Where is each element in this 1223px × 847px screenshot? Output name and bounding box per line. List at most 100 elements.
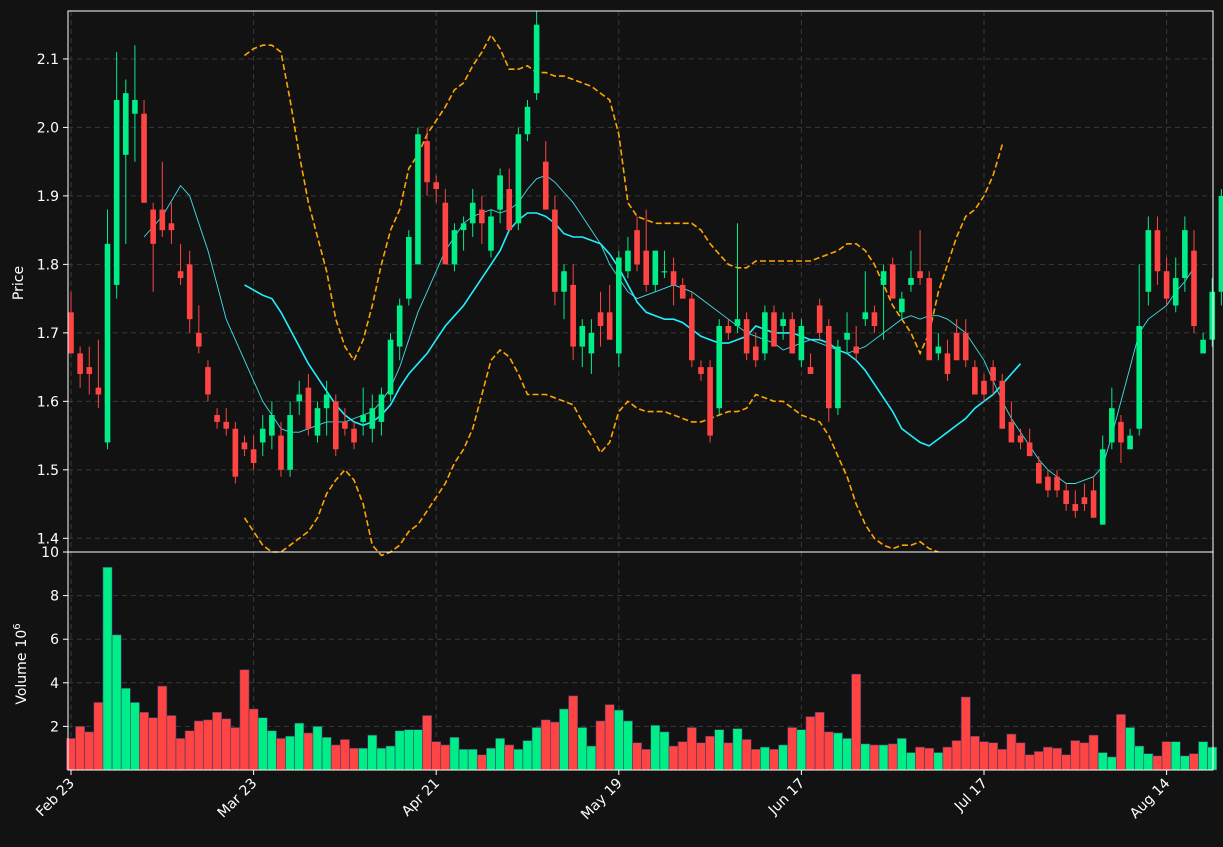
price-y-ticks: 1.4 1.5 1.6 1.7 1.8 1.9 2.0 2.1	[37, 52, 68, 547]
volume-bar	[951, 740, 962, 771]
volume-panel-frame	[67, 551, 1214, 771]
candle-body	[625, 250, 631, 272]
volume-bar	[1134, 745, 1145, 771]
candle-body	[588, 332, 595, 354]
candle-body	[515, 134, 522, 224]
candle-body	[807, 367, 814, 374]
candle-body	[844, 332, 850, 340]
candle-body	[981, 380, 987, 395]
candle-body	[579, 326, 586, 347]
volume-bar	[979, 741, 989, 771]
candle-body	[214, 415, 220, 422]
candle-body	[1127, 435, 1133, 450]
x-ticks: Feb 23 Mar 23 Apr 21 May 19 Jun 17 Jul 17 Aug …	[33, 770, 1173, 823]
candle-body	[944, 353, 951, 374]
volume-bar	[476, 754, 487, 771]
candle-body	[469, 202, 476, 224]
volume-bar	[705, 735, 715, 771]
candle-body	[1090, 490, 1097, 518]
volume-bar	[613, 709, 624, 771]
volume-bar	[604, 704, 615, 771]
candle-body	[1008, 421, 1015, 443]
volume-bar	[568, 695, 579, 771]
volume-bar	[212, 711, 222, 771]
volume-bar	[1070, 740, 1081, 771]
candle-body	[689, 298, 695, 361]
candle-body	[999, 380, 1006, 429]
axes-frames	[67, 10, 1214, 771]
x-tick-label: Apr 21	[399, 776, 443, 820]
candle-body	[743, 319, 750, 354]
candle-body	[351, 428, 357, 443]
candle-body	[68, 312, 74, 354]
volume-bar	[559, 708, 569, 771]
price-tick-label: 1.4	[37, 531, 59, 547]
volume-bar	[531, 727, 542, 771]
x-tick-label: Feb 23	[33, 776, 78, 821]
volume-bar	[577, 727, 588, 771]
volume-bar	[248, 708, 259, 771]
price-tick-label: 1.7	[37, 326, 59, 342]
candle-body	[1099, 449, 1106, 525]
volume-bar	[741, 739, 752, 771]
volume-axis-label-exponent: 6	[12, 623, 23, 629]
volume-bar	[1207, 746, 1218, 771]
candle-body	[716, 326, 723, 409]
volume-bar	[394, 730, 405, 771]
candle-body	[871, 312, 878, 327]
candle-body	[287, 415, 293, 470]
candle-body	[953, 332, 960, 361]
candle-body	[332, 401, 339, 450]
candle-body	[652, 250, 659, 285]
volume-bar	[449, 736, 460, 771]
volume-bar	[878, 744, 889, 771]
volume-bar	[486, 747, 496, 771]
volume-bar	[1052, 747, 1062, 771]
volume-bar	[458, 748, 469, 771]
candle-body	[451, 230, 458, 265]
volume-axis-label-text: Volume	[14, 653, 30, 705]
volume-bar	[714, 729, 725, 771]
candle-body	[725, 326, 732, 333]
candle-body	[159, 209, 166, 231]
candle-body	[323, 394, 330, 409]
volume-bar	[1033, 751, 1044, 771]
x-tick-label: Jul 17	[951, 776, 991, 816]
volume-bar	[321, 736, 332, 771]
volume-bar	[1125, 727, 1135, 771]
volume-bar	[833, 732, 843, 771]
volume-bar	[75, 726, 86, 771]
candle-body	[424, 141, 430, 183]
volume-bar	[93, 702, 104, 771]
price-tick-label: 1.8	[37, 257, 59, 273]
volume-bar	[431, 741, 442, 771]
candle-body	[542, 161, 549, 210]
candle-body	[296, 394, 303, 402]
candle-body	[552, 209, 558, 292]
candle-body	[661, 271, 668, 273]
volume-bar	[796, 729, 807, 771]
candle-body	[707, 367, 713, 436]
candle-body	[360, 415, 366, 422]
volume-bar	[632, 742, 642, 771]
price-tick-label: 2.1	[37, 52, 59, 68]
volume-bar	[339, 739, 350, 771]
volume-bar	[549, 721, 560, 771]
volume-tick-label: 8	[50, 589, 59, 605]
candle-body	[177, 271, 184, 279]
candle-body	[1172, 278, 1179, 306]
volume-bar	[623, 720, 633, 771]
candle-body	[406, 236, 412, 299]
volume-bar	[376, 747, 387, 771]
candle-body	[378, 394, 385, 422]
volume-bar	[266, 730, 277, 771]
volume-bar	[358, 747, 369, 771]
candle-body	[1035, 462, 1042, 484]
volume-bar	[960, 696, 971, 771]
bollinger-upper-line	[244, 33, 1004, 362]
x-tick-label: Jun 17	[765, 776, 808, 819]
candle-body	[1017, 435, 1024, 443]
volume-bar	[906, 752, 916, 771]
